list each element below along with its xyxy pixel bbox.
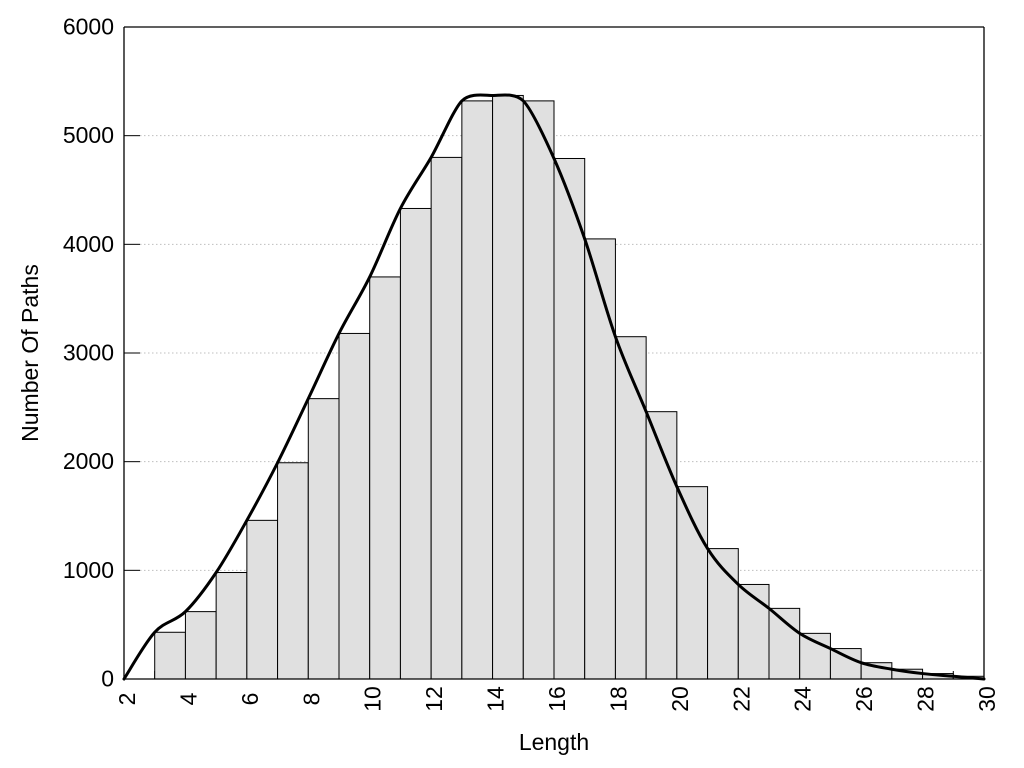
svg-text:Number Of Paths: Number Of Paths [17,264,43,442]
svg-text:3000: 3000 [63,340,114,366]
svg-text:2: 2 [114,693,140,706]
svg-text:14: 14 [483,686,509,712]
svg-text:12: 12 [421,686,447,712]
svg-text:16: 16 [544,686,570,712]
svg-text:30: 30 [974,686,1000,712]
svg-text:28: 28 [913,686,939,712]
svg-text:20: 20 [667,686,693,712]
svg-text:8: 8 [298,693,324,706]
svg-text:6: 6 [237,693,263,706]
svg-text:Length: Length [519,729,589,755]
svg-text:26: 26 [851,686,877,712]
svg-text:24: 24 [790,686,816,712]
svg-text:18: 18 [605,686,631,712]
svg-text:22: 22 [728,686,754,712]
svg-text:2000: 2000 [63,448,114,474]
svg-text:5000: 5000 [63,122,114,148]
svg-text:4000: 4000 [63,231,114,257]
svg-text:10: 10 [360,686,386,712]
svg-text:1000: 1000 [63,557,114,583]
svg-text:0: 0 [101,666,114,692]
svg-text:4: 4 [175,692,201,705]
svg-text:6000: 6000 [63,14,114,40]
